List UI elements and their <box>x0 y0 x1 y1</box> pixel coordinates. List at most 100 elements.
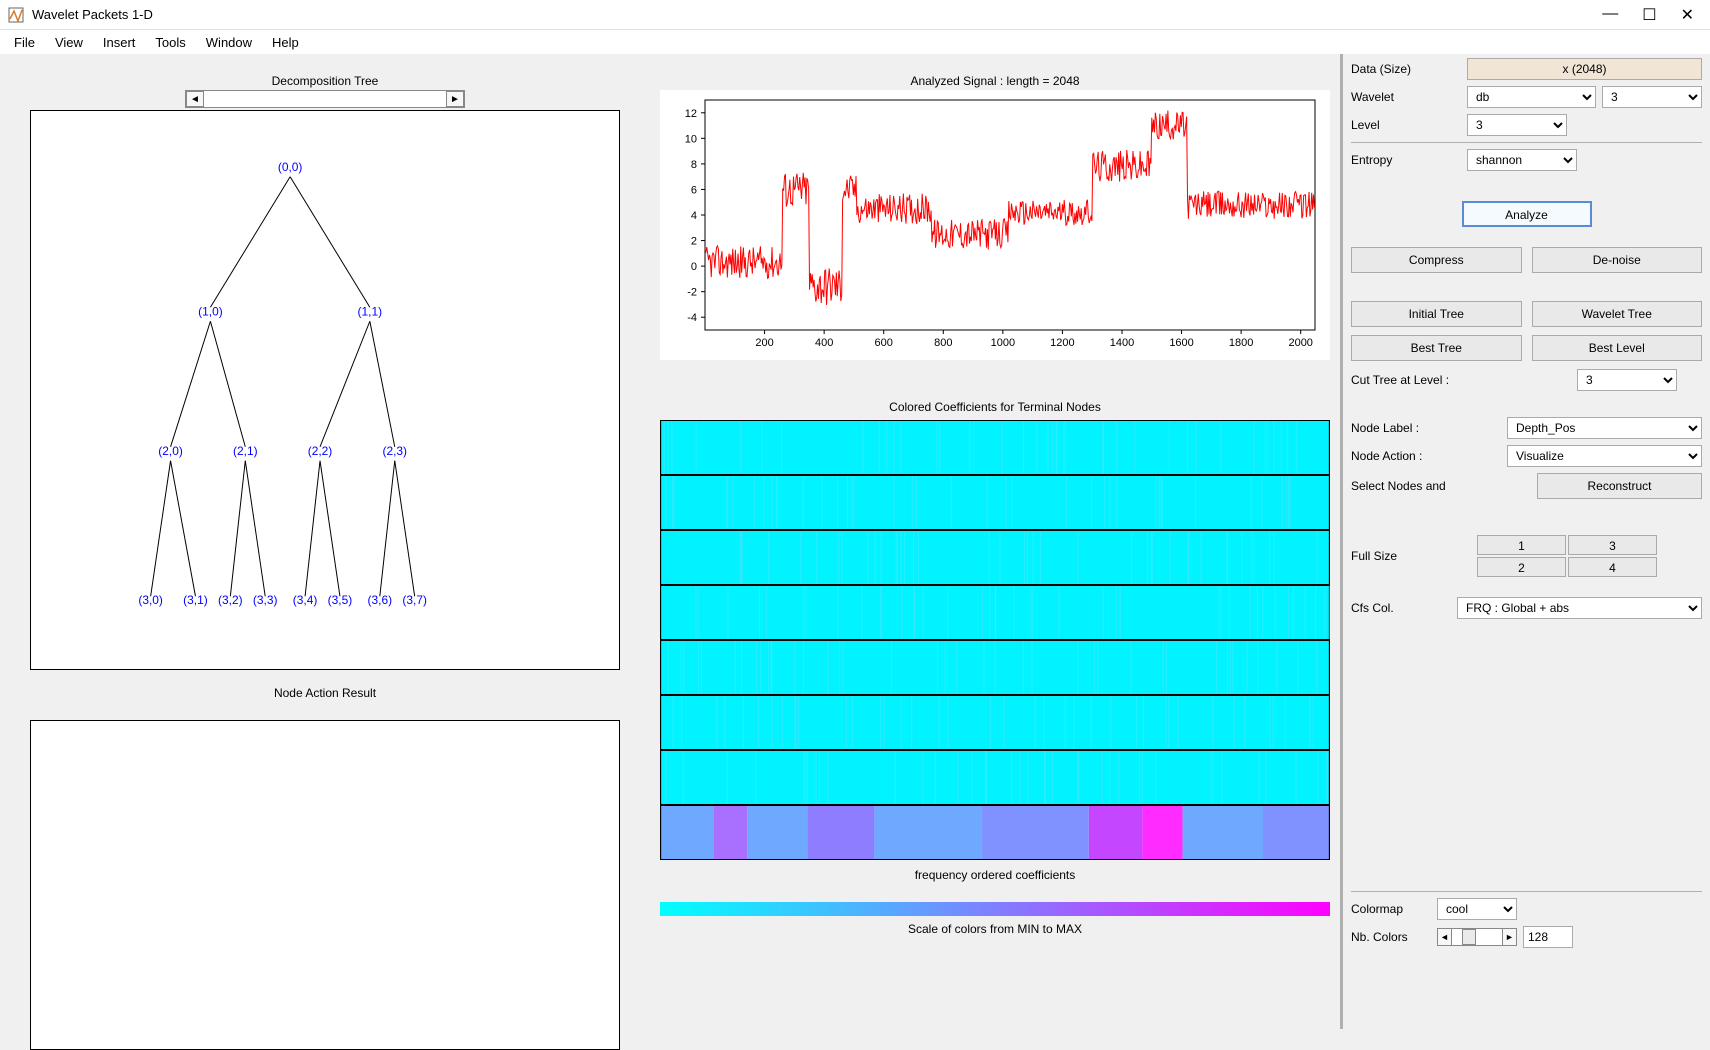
wavelet-order-select[interactable]: 3 <box>1602 86 1702 108</box>
select-nodes-label: Select Nodes and <box>1351 479 1531 493</box>
svg-text:8: 8 <box>691 159 697 171</box>
chevron-left-icon[interactable]: ◄ <box>1438 929 1452 945</box>
svg-text:(3,7): (3,7) <box>402 593 427 607</box>
svg-text:(3,5): (3,5) <box>328 593 353 607</box>
denoise-button[interactable]: De-noise <box>1532 247 1703 273</box>
svg-text:1200: 1200 <box>1050 337 1074 349</box>
entropy-label: Entropy <box>1351 153 1461 167</box>
entropy-select[interactable]: shannon <box>1467 149 1577 171</box>
nb-colors-slider[interactable]: ◄ ► <box>1437 928 1517 946</box>
svg-text:(1,1): (1,1) <box>358 304 383 318</box>
full-size-1[interactable]: 1 <box>1477 535 1566 555</box>
chevron-right-icon[interactable]: ► <box>1502 929 1516 945</box>
menu-tools[interactable]: Tools <box>147 33 193 52</box>
minimize-button[interactable]: — <box>1602 5 1618 25</box>
nb-colors-input[interactable] <box>1523 926 1573 948</box>
svg-text:12: 12 <box>685 108 697 120</box>
titlebar: Wavelet Packets 1-D — ☐ ✕ <box>0 0 1710 30</box>
colormap-label: Colormap <box>1351 902 1431 916</box>
svg-text:(2,3): (2,3) <box>382 444 407 458</box>
compress-button[interactable]: Compress <box>1351 247 1522 273</box>
best-level-button[interactable]: Best Level <box>1532 335 1703 361</box>
data-label: Data (Size) <box>1351 62 1461 76</box>
svg-text:400: 400 <box>815 337 833 349</box>
svg-text:(1,0): (1,0) <box>198 304 223 318</box>
data-value: x (2048) <box>1467 58 1702 80</box>
menu-window[interactable]: Window <box>198 33 260 52</box>
svg-text:0: 0 <box>691 261 697 273</box>
svg-text:800: 800 <box>934 337 952 349</box>
svg-text:(3,0): (3,0) <box>138 593 163 607</box>
svg-text:1600: 1600 <box>1169 337 1193 349</box>
svg-text:200: 200 <box>755 337 773 349</box>
svg-text:(2,0): (2,0) <box>158 444 183 458</box>
level-label: Level <box>1351 118 1461 132</box>
svg-text:(3,6): (3,6) <box>368 593 393 607</box>
svg-text:1000: 1000 <box>991 337 1015 349</box>
wavelet-family-select[interactable]: db <box>1467 86 1596 108</box>
node-label-select[interactable]: Depth_Pos <box>1507 417 1702 439</box>
full-size-2[interactable]: 2 <box>1477 557 1566 577</box>
svg-text:(3,4): (3,4) <box>293 593 318 607</box>
svg-text:-2: -2 <box>687 287 697 299</box>
chevron-left-icon[interactable]: ◄ <box>186 91 204 107</box>
window-title: Wavelet Packets 1-D <box>32 7 1602 22</box>
coef-subtitle: frequency ordered coefficients <box>660 868 1330 882</box>
node-label-label: Node Label : <box>1351 421 1501 435</box>
full-size-3[interactable]: 3 <box>1568 535 1657 555</box>
svg-text:(2,1): (2,1) <box>233 444 258 458</box>
svg-text:(0,0): (0,0) <box>278 160 303 174</box>
node-action-result <box>30 720 620 1050</box>
svg-text:2000: 2000 <box>1288 337 1312 349</box>
wavelet-label: Wavelet <box>1351 90 1461 104</box>
cfs-col-label: Cfs Col. <box>1351 601 1451 615</box>
decomposition-tree[interactable]: (0,0) (1,0) (1,1) (2,0) (2,1) (2,2) (2,3) (3,0)… <box>30 110 620 670</box>
menubar: File View Insert Tools Window Help <box>0 30 1710 54</box>
full-size-label: Full Size <box>1351 549 1471 563</box>
maximize-button[interactable]: ☐ <box>1642 5 1656 25</box>
cfs-col-select[interactable]: FRQ : Global + abs <box>1457 597 1702 619</box>
svg-text:600: 600 <box>875 337 893 349</box>
full-size-4[interactable]: 4 <box>1568 557 1657 577</box>
level-select[interactable]: 3 <box>1467 114 1567 136</box>
menu-file[interactable]: File <box>6 33 43 52</box>
initial-tree-button[interactable]: Initial Tree <box>1351 301 1522 327</box>
cut-tree-select[interactable]: 3 <box>1577 369 1677 391</box>
colorbar-label: Scale of colors from MIN to MAX <box>660 922 1330 936</box>
menu-insert[interactable]: Insert <box>95 33 144 52</box>
best-tree-button[interactable]: Best Tree <box>1351 335 1522 361</box>
signal-title: Analyzed Signal : length = 2048 <box>660 74 1330 88</box>
svg-text:-4: -4 <box>687 312 697 324</box>
tree-slider[interactable]: ◄ ► <box>185 90 465 108</box>
coef-title: Colored Coefficients for Terminal Nodes <box>660 400 1330 414</box>
svg-text:1800: 1800 <box>1229 337 1253 349</box>
colormap-select[interactable]: cool <box>1437 898 1517 920</box>
coefficients-chart <box>660 420 1330 860</box>
chevron-right-icon[interactable]: ► <box>446 91 464 107</box>
svg-text:4: 4 <box>691 210 697 222</box>
nb-colors-label: Nb. Colors <box>1351 930 1431 944</box>
analyze-button[interactable]: Analyze <box>1462 201 1592 227</box>
svg-text:1400: 1400 <box>1110 337 1134 349</box>
svg-text:10: 10 <box>685 133 697 145</box>
menu-help[interactable]: Help <box>264 33 307 52</box>
control-panel: Data (Size) x (2048) Wavelet db 3 Level … <box>1340 54 1710 1029</box>
node-action-select[interactable]: Visualize <box>1507 445 1702 467</box>
close-button[interactable]: ✕ <box>1681 5 1694 25</box>
svg-text:(3,2): (3,2) <box>218 593 243 607</box>
menu-view[interactable]: View <box>47 33 91 52</box>
signal-chart: 200 400 600 800 1000 1200 1400 1600 1800 2000 -4 -2… <box>660 90 1330 360</box>
svg-text:(2,2): (2,2) <box>308 444 333 458</box>
svg-text:(3,3): (3,3) <box>253 593 278 607</box>
tree-title: Decomposition Tree <box>30 74 620 88</box>
svg-text:(3,1): (3,1) <box>183 593 208 607</box>
wavelet-tree-button[interactable]: Wavelet Tree <box>1532 301 1703 327</box>
cut-tree-label: Cut Tree at Level : <box>1351 373 1571 387</box>
svg-text:6: 6 <box>691 184 697 196</box>
full-size-grid: 1 3 2 4 <box>1477 535 1657 577</box>
slider-thumb[interactable] <box>1462 929 1476 945</box>
svg-text:2: 2 <box>691 236 697 248</box>
colorbar <box>660 902 1330 916</box>
node-action-label: Node Action : <box>1351 449 1501 463</box>
reconstruct-button[interactable]: Reconstruct <box>1537 473 1702 499</box>
